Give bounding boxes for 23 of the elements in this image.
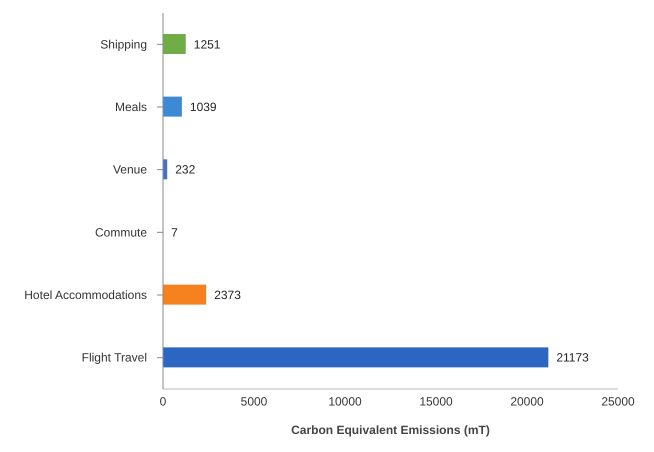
bar — [163, 347, 548, 368]
x-tick-label: 5000 — [240, 394, 268, 409]
y-tick-label: Hotel Accommodations — [24, 288, 147, 302]
x-tick-label: 0 — [160, 394, 167, 409]
x-tick-label: 15000 — [419, 394, 454, 409]
y-tick-label: Meals — [114, 100, 147, 114]
bar — [163, 284, 206, 305]
data-label: 1039 — [190, 100, 217, 114]
data-label: 232 — [175, 162, 196, 177]
y-tick-label: Shipping — [100, 37, 147, 52]
x-tick-label: 10000 — [328, 394, 362, 409]
bar — [163, 96, 182, 117]
data-label: 21173 — [556, 350, 590, 365]
data-label: 7 — [171, 225, 178, 240]
bar — [163, 34, 186, 54]
data-label: 1251 — [194, 37, 221, 52]
x-axis-title: Carbon Equivalent Emissions (mT) — [291, 423, 490, 437]
y-tick-label: Commute — [94, 225, 148, 240]
x-tick-label: 25000 — [601, 394, 636, 409]
y-tick-label: Flight Travel — [82, 350, 147, 365]
y-tick-label: Venue — [112, 162, 148, 177]
data-label: 2373 — [214, 288, 242, 302]
x-tick-label: 20000 — [510, 394, 544, 409]
